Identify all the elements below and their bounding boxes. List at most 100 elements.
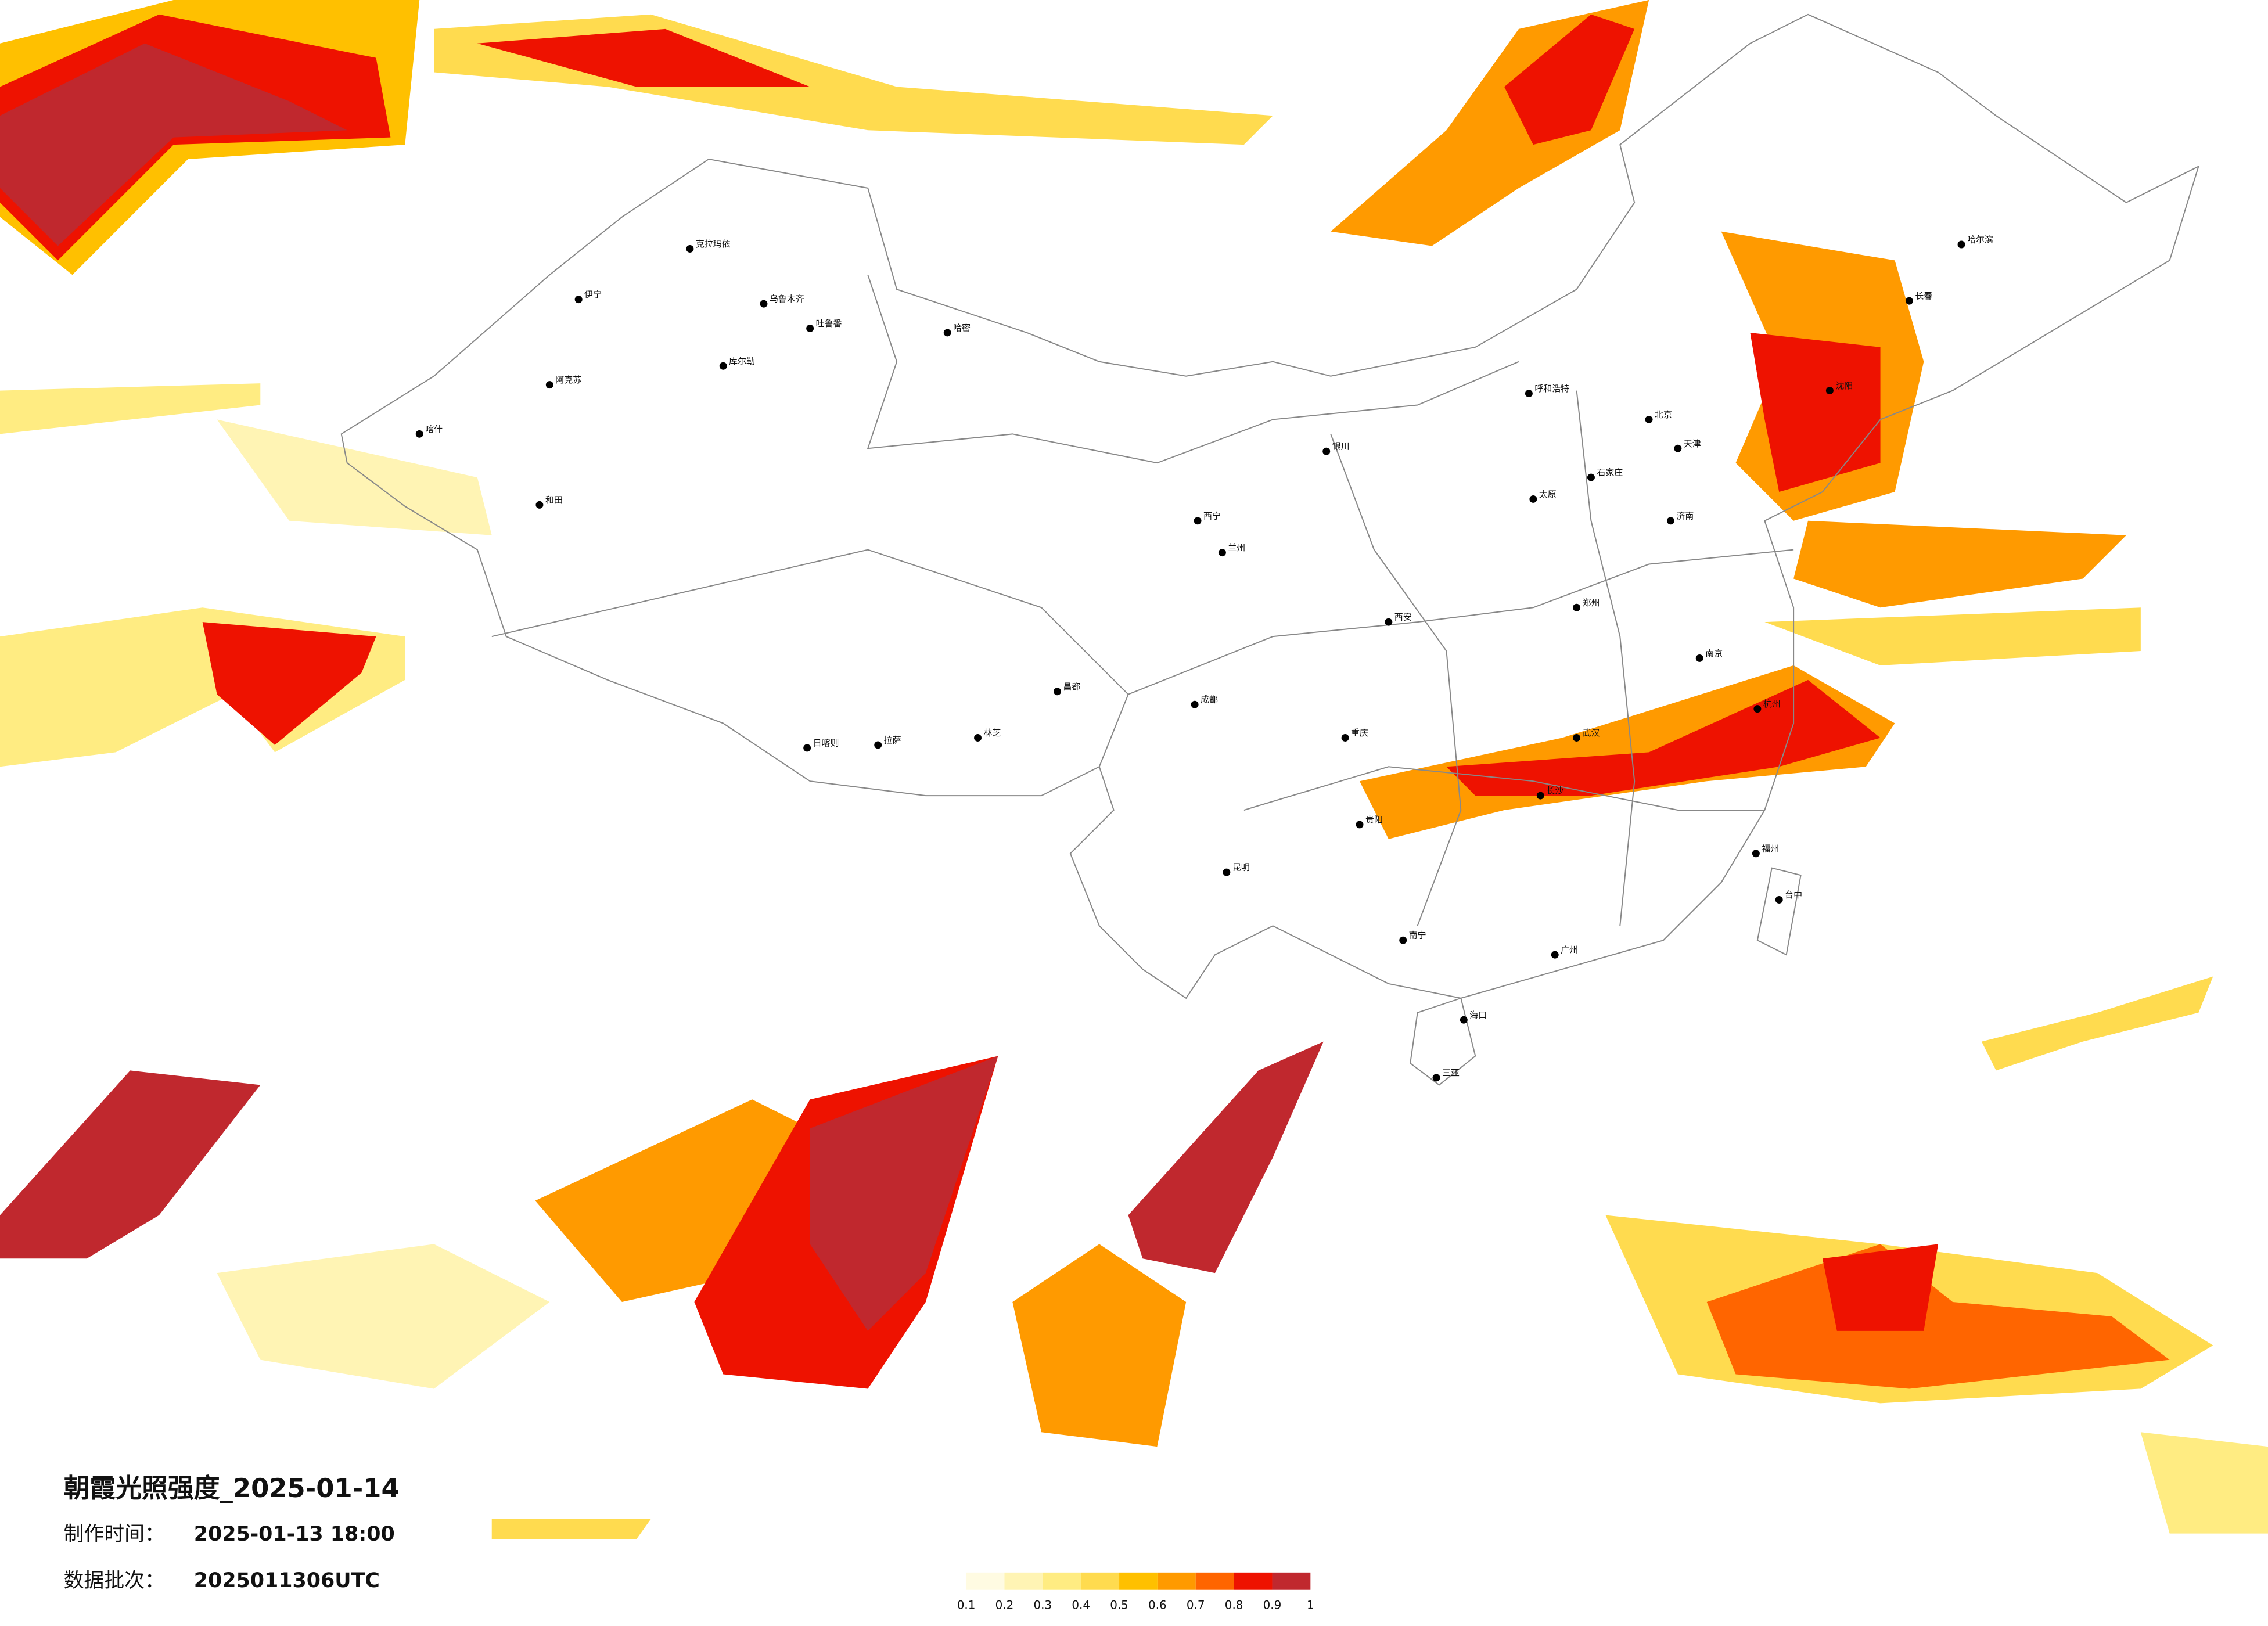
city-dot xyxy=(1356,821,1364,829)
city-dot xyxy=(1666,517,1674,525)
city-label: 北京 xyxy=(1655,409,1672,420)
city-label: 石家庄 xyxy=(1597,467,1623,478)
city-label: 广州 xyxy=(1561,945,1578,955)
city-label: 呼和浩特 xyxy=(1534,383,1569,394)
city-label: 太原 xyxy=(1539,489,1557,499)
city-dot xyxy=(415,430,423,438)
city-label: 济南 xyxy=(1676,510,1694,521)
city-label: 昌都 xyxy=(1063,681,1080,692)
city-dot xyxy=(1223,868,1231,876)
city-dot xyxy=(874,741,882,749)
legend: 0.1 0.2 0.3 0.4 0.5 0.6 0.7 0.8 0.9 1 xyxy=(957,1572,1314,1612)
city-label: 武汉 xyxy=(1583,728,1600,738)
city-dot xyxy=(1695,654,1703,662)
legend-swatch xyxy=(1119,1572,1158,1590)
city-label: 天津 xyxy=(1684,438,1701,449)
city-label: 成都 xyxy=(1201,695,1218,705)
city-label: 郑州 xyxy=(1583,598,1600,608)
city-dot xyxy=(1054,688,1061,696)
city-dot xyxy=(1752,850,1760,858)
city-dot xyxy=(1218,549,1226,557)
city-dot xyxy=(719,362,727,370)
legend-tick-label: 0.8 xyxy=(1225,1599,1243,1612)
legend-swatch xyxy=(1043,1572,1081,1590)
city-dot xyxy=(1573,603,1581,611)
city-label: 南京 xyxy=(1705,648,1723,659)
legend-tick-label: 0.3 xyxy=(1033,1599,1052,1612)
map-title: 朝霞光照强度_2025-01-14 xyxy=(64,1473,400,1503)
city-label: 乌鲁木齐 xyxy=(770,294,804,304)
city-dot xyxy=(1191,700,1199,708)
city-label: 喀什 xyxy=(425,424,443,434)
city-dot xyxy=(1460,1016,1468,1024)
city-label: 南宁 xyxy=(1409,930,1426,941)
city-dot xyxy=(686,244,694,253)
city-dot xyxy=(1194,517,1202,525)
light-intensity-field xyxy=(0,0,2268,1539)
city-dot xyxy=(1525,390,1533,398)
city-label: 长沙 xyxy=(1546,786,1563,796)
city-label: 台中 xyxy=(1785,890,1802,900)
city-label: 库尔勒 xyxy=(729,356,755,366)
legend-tick-label: 0.7 xyxy=(1187,1599,1205,1612)
city-label: 吐鲁番 xyxy=(816,318,842,329)
legend-tick-label: 0.1 xyxy=(957,1599,976,1612)
city-label: 克拉玛依 xyxy=(696,239,731,249)
city-label: 重庆 xyxy=(1351,728,1368,738)
city-dot xyxy=(1536,792,1544,800)
city-label: 贵阳 xyxy=(1365,814,1383,825)
city-label: 林芝 xyxy=(983,728,1001,738)
city-label: 哈尔滨 xyxy=(1967,235,1993,245)
city-dot xyxy=(535,501,544,509)
city-dot xyxy=(1341,733,1349,742)
city-dot xyxy=(1587,473,1595,481)
city-dot xyxy=(806,325,814,332)
legend-tick-label: 0.5 xyxy=(1110,1599,1128,1612)
city-label: 沈阳 xyxy=(1835,380,1853,391)
city-dot xyxy=(1322,447,1331,455)
legend-tick-label: 0.9 xyxy=(1263,1599,1282,1612)
city-label: 福州 xyxy=(1762,843,1779,854)
city-label: 伊宁 xyxy=(584,289,602,300)
city-dot xyxy=(1551,951,1559,959)
city-dot xyxy=(760,300,768,308)
city-dot xyxy=(1775,895,1783,904)
city-dot xyxy=(574,296,583,304)
city-label: 长春 xyxy=(1915,291,1932,301)
batch-label: 数据批次： xyxy=(64,1569,165,1592)
legend-tick-label: 1 xyxy=(1307,1599,1314,1612)
legend-swatch xyxy=(1157,1572,1196,1590)
city-label: 昆明 xyxy=(1232,862,1250,873)
city-dot xyxy=(1753,705,1762,713)
city-label: 西宁 xyxy=(1203,510,1221,521)
city-label: 和田 xyxy=(545,495,563,505)
city-label: 西安 xyxy=(1394,612,1412,623)
city-label: 哈密 xyxy=(953,322,971,333)
city-dot xyxy=(1529,495,1537,503)
legend-swatch xyxy=(966,1572,1005,1590)
legend-swatch xyxy=(1195,1572,1234,1590)
city-label: 三亚 xyxy=(1442,1067,1460,1078)
city-label: 日喀则 xyxy=(813,738,839,748)
city-dot xyxy=(1399,936,1407,944)
city-label: 杭州 xyxy=(1763,699,1781,709)
city-dot xyxy=(1573,733,1581,742)
legend-swatch xyxy=(1272,1572,1311,1590)
legend-tick-label: 0.6 xyxy=(1148,1599,1167,1612)
city-dot xyxy=(1905,297,1913,305)
made-value: 2025-01-13 18:00 xyxy=(194,1523,395,1546)
city-dot xyxy=(974,733,982,742)
city-dot xyxy=(1432,1074,1440,1082)
city-dot xyxy=(545,381,553,389)
city-dot xyxy=(1645,415,1653,423)
city-label: 兰州 xyxy=(1228,542,1245,553)
city-label: 海口 xyxy=(1469,1010,1487,1020)
legend-swatch xyxy=(1234,1572,1273,1590)
city-dot xyxy=(1674,444,1682,452)
boundaries xyxy=(340,13,2200,1086)
city-label: 拉萨 xyxy=(884,735,901,745)
city-dot xyxy=(1385,618,1393,626)
city-label: 银川 xyxy=(1332,441,1350,452)
